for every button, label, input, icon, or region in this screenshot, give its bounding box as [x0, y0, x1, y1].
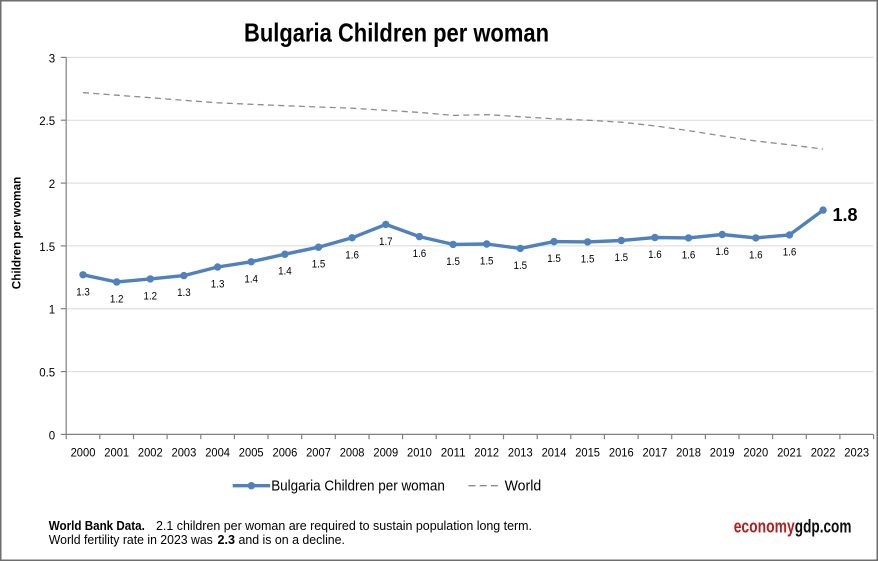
svg-text:2022: 2022: [811, 445, 836, 459]
svg-text:2018: 2018: [676, 445, 701, 459]
svg-text:2000: 2000: [71, 445, 96, 459]
svg-text:1.6: 1.6: [345, 249, 359, 261]
svg-text:2017: 2017: [643, 445, 668, 459]
svg-text:Children per woman: Children per woman: [11, 177, 23, 290]
svg-text:Bulgaria Children per woman: Bulgaria Children per woman: [271, 478, 445, 494]
svg-text:1.4: 1.4: [244, 273, 258, 285]
svg-text:1.8: 1.8: [833, 204, 858, 225]
svg-text:2014: 2014: [542, 445, 567, 459]
svg-text:1.3: 1.3: [76, 286, 90, 298]
svg-text:1.6: 1.6: [413, 248, 427, 260]
svg-text:2.3: 2.3: [218, 533, 236, 547]
svg-text:0.5: 0.5: [39, 368, 55, 380]
svg-text:2: 2: [49, 179, 55, 191]
svg-text:2020: 2020: [743, 445, 768, 459]
svg-text:2015: 2015: [575, 445, 600, 459]
svg-text:0: 0: [49, 430, 55, 442]
svg-text:1.5: 1.5: [615, 252, 629, 264]
svg-text:1.3: 1.3: [211, 279, 225, 291]
svg-text:economy: economy: [734, 517, 795, 537]
svg-text:2012: 2012: [474, 445, 499, 459]
svg-text:2019: 2019: [710, 445, 735, 459]
svg-text:1: 1: [49, 305, 55, 317]
svg-text:1.5: 1.5: [480, 256, 494, 268]
svg-text:2003: 2003: [172, 445, 197, 459]
svg-text:1.5: 1.5: [446, 256, 460, 268]
svg-text:3: 3: [49, 53, 55, 65]
svg-text:2008: 2008: [340, 445, 365, 459]
svg-text:2.5: 2.5: [39, 116, 55, 128]
svg-text:1.2: 1.2: [110, 294, 124, 306]
svg-text:2023: 2023: [844, 445, 869, 459]
svg-text:1.5: 1.5: [312, 259, 326, 271]
svg-text:2007: 2007: [306, 445, 331, 459]
svg-text:2013: 2013: [508, 445, 533, 459]
svg-text:World Bank Data.: World Bank Data.: [49, 519, 145, 533]
svg-text:1.6: 1.6: [682, 249, 696, 261]
svg-text:Bulgaria Children per woman: Bulgaria Children per woman: [244, 19, 549, 47]
svg-text:2009: 2009: [373, 445, 398, 459]
svg-text:1.6: 1.6: [715, 246, 729, 258]
svg-text:1.5: 1.5: [514, 260, 528, 272]
svg-text:2010: 2010: [407, 445, 432, 459]
svg-text:2002: 2002: [138, 445, 163, 459]
svg-text:1.6: 1.6: [749, 249, 763, 261]
svg-text:gdp.com: gdp.com: [795, 517, 852, 537]
svg-text:and is on a decline.: and is on a decline.: [239, 533, 346, 547]
svg-text:2006: 2006: [273, 445, 298, 459]
svg-text:1.6: 1.6: [783, 246, 797, 258]
svg-text:1.2: 1.2: [144, 290, 158, 302]
svg-text:2004: 2004: [205, 445, 230, 459]
svg-text:1.5: 1.5: [39, 242, 55, 254]
svg-text:World: World: [505, 478, 542, 494]
svg-text:1.5: 1.5: [547, 253, 561, 265]
svg-text:1.3: 1.3: [177, 287, 191, 299]
svg-text:2005: 2005: [239, 445, 264, 459]
svg-text:1.5: 1.5: [581, 253, 595, 265]
svg-text:1.4: 1.4: [278, 266, 292, 278]
svg-text:2016: 2016: [609, 445, 634, 459]
svg-text:2021: 2021: [777, 445, 802, 459]
svg-text:1.7: 1.7: [379, 236, 393, 248]
svg-text:World fertility rate in 2023 w: World fertility rate in 2023 was: [49, 533, 213, 547]
svg-text:2.1 children per woman are req: 2.1 children per woman are required to s…: [156, 519, 532, 533]
svg-text:2001: 2001: [104, 445, 129, 459]
svg-text:2011: 2011: [441, 445, 466, 459]
svg-text:1.6: 1.6: [648, 249, 662, 261]
